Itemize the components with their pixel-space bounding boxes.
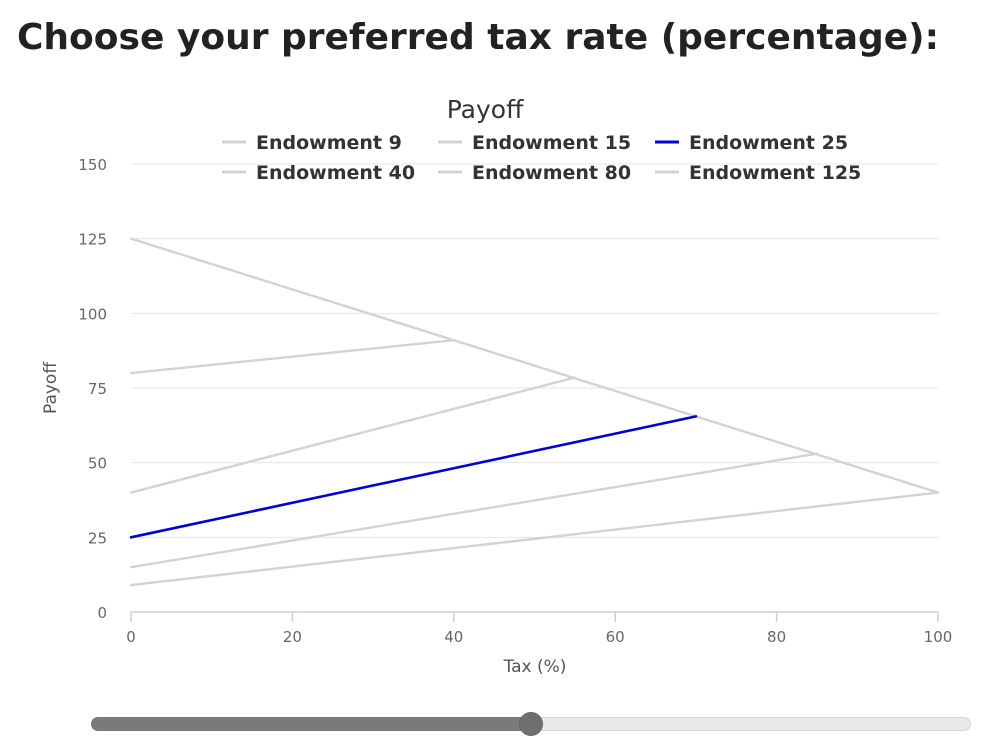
y-axis-ticks: 0 25 50 75 100 125 150	[78, 156, 107, 622]
slider-thumb[interactable]	[519, 712, 543, 736]
y-tick-label: 100	[78, 305, 107, 323]
legend-item-endowment-9[interactable]: Endowment 9	[222, 132, 402, 154]
y-tick-label: 25	[88, 529, 107, 547]
x-tick-label: 20	[283, 628, 302, 646]
legend-item-endowment-40[interactable]: Endowment 40	[222, 162, 415, 184]
legend-label: Endowment 80	[472, 162, 631, 184]
legend-label: Endowment 125	[689, 162, 861, 184]
series-line-endowment-125	[129, 237, 940, 494]
series-line-endowment-25	[129, 415, 698, 539]
y-tick-label: 0	[97, 604, 107, 622]
y-tick-label: 50	[88, 455, 107, 473]
x-axis: 0 20 40 60 80 100	[126, 611, 953, 646]
legend-item-endowment-125[interactable]: Endowment 125	[655, 162, 861, 184]
legend-label: Endowment 9	[256, 132, 402, 154]
series-line-endowment-9	[129, 491, 940, 587]
y-axis-label: Payoff	[41, 361, 61, 414]
series-line-endowment-15	[129, 452, 819, 569]
chart-grid	[131, 163, 938, 538]
legend-item-endowment-80[interactable]: Endowment 80	[438, 162, 631, 184]
x-tick-label: 80	[767, 628, 786, 646]
tax-rate-slider[interactable]	[91, 712, 971, 736]
legend-item-endowment-15[interactable]: Endowment 15	[438, 132, 631, 154]
legend-label: Endowment 40	[256, 162, 415, 184]
legend-item-endowment-25[interactable]: Endowment 25	[655, 132, 848, 154]
page-title: Choose your preferred tax rate (percenta…	[17, 17, 940, 58]
x-tick-label: 0	[126, 628, 136, 646]
series-line-endowment-40	[129, 376, 577, 494]
legend-label: Endowment 25	[689, 132, 848, 154]
x-tick-label: 100	[924, 628, 953, 646]
y-tick-label: 125	[78, 231, 107, 249]
legend-label: Endowment 15	[472, 132, 631, 154]
y-tick-label: 150	[78, 156, 107, 174]
x-tick-label: 40	[444, 628, 463, 646]
x-tick-label: 60	[606, 628, 625, 646]
chart-title: Payoff	[447, 95, 524, 124]
chart-series	[129, 237, 940, 587]
payoff-chart: Payoff Endowment 9 Endowment 15 Endowment …	[41, 95, 953, 677]
x-axis-label: Tax (%)	[503, 657, 567, 677]
y-tick-label: 75	[88, 380, 107, 398]
series-line-endowment-80	[129, 339, 455, 375]
slider-fill	[91, 717, 532, 731]
chart-legend: Endowment 9 Endowment 15 Endowment 25 Endow…	[222, 132, 861, 184]
